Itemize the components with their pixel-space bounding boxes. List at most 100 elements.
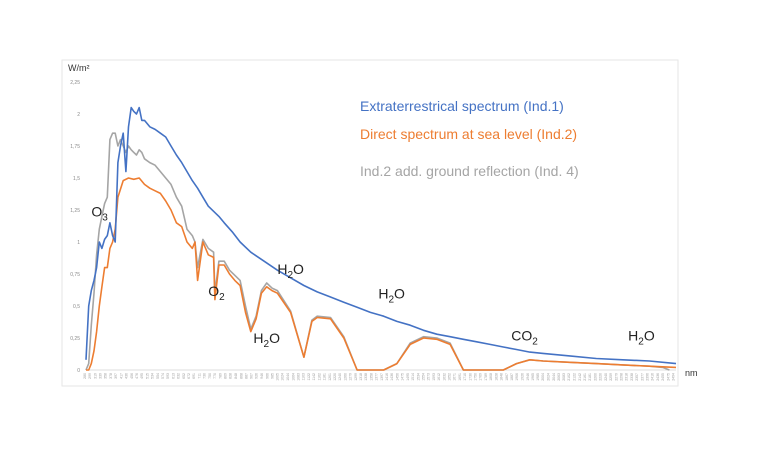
absorption-label-subscript: 2 xyxy=(219,292,225,303)
x-tick-label: 1514 xyxy=(411,373,415,381)
absorption-label-subscript: 2 xyxy=(264,339,270,350)
x-tick-label: 887 xyxy=(244,373,248,379)
absorption-label-subscript: 2 xyxy=(388,294,394,305)
series-line-1 xyxy=(85,106,677,365)
absorption-label-suffix: O xyxy=(394,285,405,301)
x-tick-label: 1534 xyxy=(416,373,420,381)
legend-entry-1: Extraterrestrical spectrum (Ind.1) xyxy=(360,98,564,114)
legend-entry-3: Ind.2 add. ground reflection (Ind. 4) xyxy=(360,163,579,179)
y-tick-label: 1,75 xyxy=(70,144,80,150)
x-tick-label: 2436 xyxy=(656,373,660,381)
x-tick-label: 907 xyxy=(250,373,254,379)
absorption-label: CO2 xyxy=(511,328,538,348)
x-tick-label: 1554 xyxy=(422,373,426,381)
x-tick-label: 632 xyxy=(177,373,181,379)
x-tick-label: 2083 xyxy=(562,373,566,381)
x-tick-label: 1848 xyxy=(500,373,504,381)
x-tick-label: 1064 xyxy=(291,373,295,381)
x-tick-label: 946 xyxy=(260,373,264,379)
x-tick-label: 1416 xyxy=(385,373,389,381)
x-tick-label: 1044 xyxy=(286,373,290,381)
x-tick-label: 2004 xyxy=(541,373,545,381)
x-tick-label: 1710 xyxy=(463,373,467,381)
y-tick-label: 0 xyxy=(77,368,80,374)
x-tick-label: 2377 xyxy=(640,373,644,381)
x-tick-label: 672 xyxy=(187,373,191,379)
x-tick-label: 2240 xyxy=(604,373,608,381)
x-tick-label: 2318 xyxy=(625,373,629,381)
x-tick-label: 2200 xyxy=(593,373,597,381)
x-tick-label: 2220 xyxy=(599,373,603,381)
x-tick-label: 1926 xyxy=(520,373,524,381)
x-tick-label: 1612 xyxy=(437,373,441,381)
x-tick-label: 1397 xyxy=(380,373,384,381)
x-tick-label: 730 xyxy=(203,373,207,379)
x-tick-label: 848 xyxy=(234,373,238,379)
absorption-label-base: O xyxy=(208,283,219,299)
x-tick-label: 2044 xyxy=(552,373,556,381)
x-tick-label: 1985 xyxy=(536,373,540,381)
x-tick-label: 926 xyxy=(255,373,259,379)
x-tick-label: 1220 xyxy=(333,373,337,381)
x-tick-label: 319 xyxy=(93,373,97,379)
series-line-2 xyxy=(86,177,677,371)
x-tick-label: 1122 xyxy=(307,373,311,381)
absorption-label-base: CO xyxy=(511,328,532,344)
y-tick-label: 0,5 xyxy=(73,304,80,310)
x-tick-label: 1162 xyxy=(317,373,321,381)
x-tick-label: 985 xyxy=(270,373,274,379)
absorption-label-base: H xyxy=(277,261,287,277)
y-tick-label: 1,5 xyxy=(73,176,80,182)
y-axis: 0 0,25 0,5 0,75 1 1,25 1,5 1,75 2 2,25 xyxy=(70,80,80,374)
x-tick-label: 2122 xyxy=(573,373,577,381)
x-tick-label: 1456 xyxy=(396,373,400,381)
x-tick-label: 1730 xyxy=(468,373,472,381)
x-tick-label: 1318 xyxy=(359,373,363,381)
x-tick-label: 1828 xyxy=(494,373,498,381)
absorption-label-subscript: 2 xyxy=(532,337,538,348)
x-tick-label: 1691 xyxy=(458,373,462,381)
x-tick-label: 828 xyxy=(229,373,233,379)
x-tick-label: 417 xyxy=(119,373,123,379)
x-tick-label: 1240 xyxy=(338,373,342,381)
absorption-label-subscript: 2 xyxy=(287,270,293,281)
x-tick-label: 1906 xyxy=(515,373,519,381)
x-tick-label: 2142 xyxy=(578,373,582,381)
absorption-label: H2O xyxy=(277,261,304,281)
x-tick-label: 1671 xyxy=(453,373,457,381)
x-tick-label: 1103 xyxy=(302,373,306,381)
absorption-label-base: H xyxy=(378,285,388,301)
x-tick-label: 1867 xyxy=(505,373,509,381)
x-tick-label: 515 xyxy=(145,373,149,379)
absorption-label: O2 xyxy=(208,283,225,303)
x-tick-label: 339 xyxy=(99,373,103,379)
x-tick-label: 1946 xyxy=(526,373,530,381)
x-tick-label: 397 xyxy=(114,373,118,379)
x-tick-label: 2181 xyxy=(588,373,592,381)
x-axis-title: nm xyxy=(685,368,698,378)
absorption-label: H2O xyxy=(378,285,405,305)
x-tick-label: 1769 xyxy=(479,373,483,381)
y-tick-label: 2,25 xyxy=(70,80,80,86)
x-tick-label: 1965 xyxy=(531,373,535,381)
x-tick-label: 1475 xyxy=(401,373,405,381)
x-tick-label: 1789 xyxy=(484,373,488,381)
x-tick-label: 1495 xyxy=(406,373,410,381)
x-tick-label: 1083 xyxy=(296,373,300,381)
x-tick-label: 1632 xyxy=(442,373,446,381)
absorption-label: O3 xyxy=(91,203,108,223)
x-tick-label: 2063 xyxy=(557,373,561,381)
y-tick-label: 2 xyxy=(77,112,80,118)
x-tick-label: 2279 xyxy=(614,373,618,381)
x-tick-label: 2259 xyxy=(609,373,613,381)
x-tick-label: 2357 xyxy=(635,373,639,381)
absorption-label-base: O xyxy=(91,203,102,219)
x-tick-label: 809 xyxy=(224,373,228,379)
x-tick-label: 2024 xyxy=(546,373,550,381)
absorption-label-base: H xyxy=(253,330,263,346)
x-tick-label: 789 xyxy=(218,373,222,379)
x-tick-label: 280 xyxy=(83,373,87,379)
x-tick-label: 1377 xyxy=(375,373,379,381)
chart-area-border xyxy=(61,59,679,387)
absorption-label: H2O xyxy=(253,330,280,350)
